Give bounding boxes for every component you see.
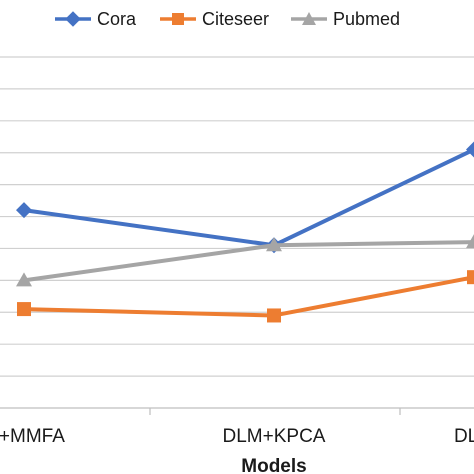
data-point-pubmed	[266, 237, 282, 252]
data-point-cora	[16, 202, 32, 219]
legend-label-cora: Cora	[97, 9, 137, 29]
legend-item-citeseer: Citeseer	[160, 9, 269, 29]
data-point-citeseer	[467, 270, 474, 285]
axes	[0, 407, 474, 415]
x-tick-label-kpca: DLM+KPCA	[223, 426, 326, 447]
data-point-cora	[466, 141, 474, 158]
series-line-pubmed	[23, 240, 474, 283]
series-citeseer	[17, 270, 474, 323]
legend-label-pubmed: Pubmed	[333, 9, 400, 29]
series-cora	[16, 141, 474, 254]
legend-marker-cora	[65, 11, 81, 27]
legend-label-citeseer: Citeseer	[202, 9, 269, 29]
data-point-pubmed	[16, 272, 32, 287]
x-tick-label-dlm: DLM	[454, 426, 474, 447]
series-line-citeseer	[23, 275, 474, 318]
legend-marker-pubmed	[302, 12, 316, 25]
x-axis-title: Models	[241, 456, 306, 474]
x-tick-label-mmfa: M+MMFA	[0, 426, 65, 447]
legend-marker-citeseer	[172, 13, 184, 25]
legend: Cora Citeseer Pubmed	[55, 9, 400, 29]
legend-item-cora: Cora	[55, 9, 137, 29]
data-point-citeseer	[17, 302, 31, 317]
series-line-cora	[23, 147, 474, 248]
data-point-citeseer	[267, 308, 281, 323]
legend-item-pubmed: Pubmed	[291, 9, 400, 29]
data-point-pubmed	[466, 234, 474, 249]
series-pubmed	[16, 234, 474, 287]
series-layer	[16, 141, 474, 323]
